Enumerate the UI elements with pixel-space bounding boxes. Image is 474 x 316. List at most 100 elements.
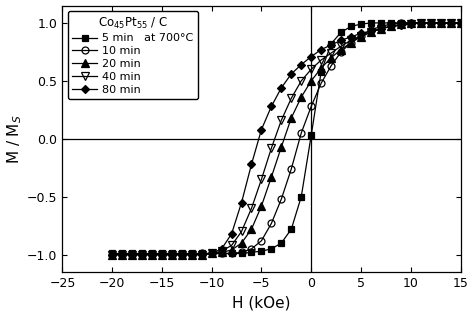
20 min xyxy=(458,21,464,25)
80 min xyxy=(189,253,195,257)
20 min xyxy=(239,241,245,245)
20 min xyxy=(269,175,274,179)
80 min xyxy=(309,55,314,58)
10 min xyxy=(239,251,245,254)
10 min xyxy=(358,34,364,38)
20 min xyxy=(338,48,344,52)
40 min xyxy=(279,118,284,122)
40 min xyxy=(358,34,364,38)
10 min xyxy=(299,131,304,135)
40 min xyxy=(428,21,434,25)
5 min   at 700°C xyxy=(289,227,294,231)
20 min xyxy=(448,21,454,25)
20 min xyxy=(348,41,354,45)
5 min   at 700°C xyxy=(328,42,334,46)
80 min xyxy=(229,232,235,236)
5 min   at 700°C xyxy=(179,252,185,255)
10 min xyxy=(119,253,125,257)
10 min xyxy=(229,252,235,255)
20 min xyxy=(289,116,294,120)
10 min xyxy=(259,239,264,243)
80 min xyxy=(159,253,165,257)
10 min xyxy=(189,253,195,257)
40 min xyxy=(438,21,444,25)
Legend: 5 min   at 700°C, 10 min, 20 min, 40 min, 80 min: 5 min at 700°C, 10 min, 20 min, 40 min, … xyxy=(68,11,198,99)
40 min xyxy=(249,206,255,210)
80 min xyxy=(398,23,404,27)
20 min xyxy=(169,253,175,257)
20 min xyxy=(119,253,125,257)
40 min xyxy=(239,230,245,234)
10 min xyxy=(289,167,294,171)
Line: 80 min: 80 min xyxy=(109,20,464,258)
5 min   at 700°C xyxy=(279,241,284,245)
5 min   at 700°C xyxy=(388,21,394,25)
20 min xyxy=(159,253,165,257)
10 min xyxy=(408,21,414,25)
5 min   at 700°C xyxy=(109,252,115,255)
20 min xyxy=(319,66,324,70)
5 min   at 700°C xyxy=(338,30,344,34)
40 min xyxy=(189,253,195,257)
20 min xyxy=(299,95,304,99)
10 min xyxy=(309,105,314,108)
20 min xyxy=(358,35,364,39)
40 min xyxy=(159,253,165,257)
40 min xyxy=(299,79,304,83)
5 min   at 700°C xyxy=(408,21,414,25)
40 min xyxy=(458,21,464,25)
20 min xyxy=(249,227,255,231)
80 min xyxy=(259,128,264,131)
20 min xyxy=(199,253,205,257)
40 min xyxy=(269,146,274,150)
20 min xyxy=(189,253,195,257)
10 min xyxy=(388,22,394,26)
80 min xyxy=(129,253,135,257)
20 min xyxy=(438,21,444,25)
Line: 10 min: 10 min xyxy=(109,20,464,258)
80 min xyxy=(109,253,115,257)
Line: 40 min: 40 min xyxy=(108,19,465,259)
10 min xyxy=(348,41,354,45)
40 min xyxy=(219,249,225,253)
80 min xyxy=(388,25,394,28)
40 min xyxy=(378,27,384,31)
10 min xyxy=(438,21,444,25)
40 min xyxy=(179,253,185,257)
80 min xyxy=(348,35,354,39)
5 min   at 700°C xyxy=(348,25,354,28)
40 min xyxy=(229,244,235,247)
5 min   at 700°C xyxy=(259,249,264,253)
5 min   at 700°C xyxy=(129,252,135,255)
10 min xyxy=(149,253,155,257)
5 min   at 700°C xyxy=(169,252,175,255)
80 min xyxy=(438,21,444,25)
80 min xyxy=(408,22,414,26)
5 min   at 700°C xyxy=(378,21,384,25)
40 min xyxy=(259,178,264,181)
20 min xyxy=(149,253,155,257)
X-axis label: H (kOe): H (kOe) xyxy=(232,295,291,310)
40 min xyxy=(338,44,344,48)
80 min xyxy=(269,105,274,108)
80 min xyxy=(119,253,125,257)
40 min xyxy=(119,253,125,257)
5 min   at 700°C xyxy=(139,252,145,255)
10 min xyxy=(249,247,255,251)
10 min xyxy=(458,21,464,25)
80 min xyxy=(319,48,324,52)
5 min   at 700°C xyxy=(299,195,304,199)
20 min xyxy=(398,22,404,26)
20 min xyxy=(229,248,235,252)
5 min   at 700°C xyxy=(368,21,374,25)
80 min xyxy=(169,253,175,257)
5 min   at 700°C xyxy=(209,252,215,255)
80 min xyxy=(368,29,374,33)
Line: 5 min   at 700°C: 5 min at 700°C xyxy=(109,20,464,257)
10 min xyxy=(328,64,334,68)
10 min xyxy=(279,197,284,201)
5 min   at 700°C xyxy=(269,247,274,251)
80 min xyxy=(249,162,255,166)
5 min   at 700°C xyxy=(219,252,225,255)
10 min xyxy=(418,21,424,25)
